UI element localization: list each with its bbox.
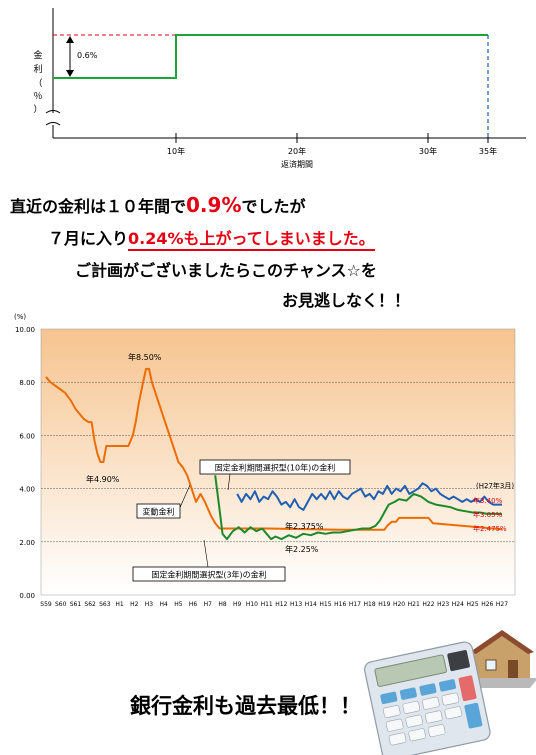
y-tick-label: 10.00 — [15, 326, 35, 334]
rate-diff-label: 0.6% — [77, 51, 98, 60]
calculator-house-illustration — [364, 630, 536, 755]
house-icon — [466, 630, 536, 688]
x-tick-label: H3 — [145, 601, 154, 608]
10yr-fixed-rate-line — [236, 482, 502, 511]
x-tick-label: H21 — [408, 601, 420, 608]
interest-rate-history-chart: 0.00 2.00 4.00 6.00 8.00 10.00 S59 S60 S61 S62 S6… — [14, 313, 516, 608]
arrow-down-icon — [66, 70, 74, 77]
annotation-mid-a: 年2.375% — [285, 521, 324, 531]
x-tick-label: H13 — [290, 601, 302, 608]
x-tick-label: H19 — [378, 601, 390, 608]
x-tick-label: 10年 — [167, 146, 185, 156]
top-y-axis-label: 金 利 （ ％ ） — [33, 49, 42, 115]
rate-step-line — [53, 34, 488, 79]
y-tick-label: 2.00 — [19, 539, 35, 547]
x-tick-label: H10 — [246, 601, 258, 608]
headline-line-4: お見逃しなく！！ — [282, 291, 411, 310]
y-tick-label: 8.00 — [19, 379, 35, 387]
headline-line-1-pre: 直近の金利は１０年間で — [10, 197, 187, 216]
x-tick-label: H9 — [233, 601, 242, 608]
x-tick-label: S61 — [70, 601, 82, 608]
x-tick-label: H18 — [364, 601, 376, 608]
svg-text:利: 利 — [33, 63, 42, 75]
x-tick-label: 35年 — [479, 146, 497, 156]
x-tick-label: H7 — [204, 601, 213, 608]
headline-line-2: ７月に入り0.24%も上がってしまいました。 — [48, 225, 375, 251]
x-tick-label: 20年 — [288, 146, 306, 156]
y-unit-label: (%) — [14, 313, 26, 321]
x-tick-label: S60 — [55, 601, 67, 608]
x-axis-label: 返済期間 — [281, 159, 313, 169]
x-tick-label: H15 — [319, 601, 331, 608]
x-tick-label: H5 — [174, 601, 183, 608]
calculator-icon — [364, 641, 491, 755]
legend-label-10yr: 固定金利期間選択型(10年)の金利 — [215, 463, 335, 473]
x-tick-label: H16 — [334, 601, 346, 608]
annotation-peak: 年8.50% — [128, 352, 162, 362]
x-tick-label: H24 — [452, 601, 464, 608]
legend-box-variable — [136, 503, 181, 519]
legend-label-variable: 変動金利 — [143, 507, 175, 517]
footer-headline: 銀行金利も過去最低！！ — [130, 694, 361, 718]
callout-line — [203, 539, 209, 568]
x-tick-label: H25 — [467, 601, 479, 608]
x-tick-label: 30年 — [419, 146, 437, 156]
svg-text:金: 金 — [33, 49, 42, 61]
x-tick-label: H27 — [496, 601, 508, 608]
legend-label-3yr: 固定金利期間選択型(3年)の金利 — [151, 570, 266, 580]
x-tick-label: H23 — [437, 601, 449, 608]
x-tick-label: S59 — [40, 601, 52, 608]
svg-text:％: ％ — [33, 91, 42, 102]
axis-break-mark — [45, 110, 61, 126]
x-tick-label: H6 — [189, 601, 198, 608]
x-tick-label: H17 — [349, 601, 361, 608]
annotation-mid-b: 年2.25% — [285, 544, 319, 554]
x-tick-label: H14 — [305, 601, 317, 608]
svg-text:）: ） — [33, 104, 42, 115]
annotation-date: (H27年3月) — [476, 481, 514, 490]
x-tick-label: H12 — [275, 601, 287, 608]
legend-box-10yr — [199, 459, 351, 475]
end-label-10yr: 年3.40% — [473, 496, 503, 505]
x-tick-label: H26 — [481, 601, 493, 608]
y-tick-label: 0.00 — [19, 592, 35, 600]
headline-rate-value: 0.9% — [186, 193, 242, 217]
x-tick-label: H11 — [261, 601, 273, 608]
x-tick-label: H22 — [422, 601, 434, 608]
headline-line-1-post: でしたが — [241, 197, 306, 216]
end-label-3yr: 年3.05% — [473, 510, 503, 519]
annotation-low: 年4.90% — [86, 474, 120, 484]
x-tick-label: S63 — [99, 601, 111, 608]
x-tick-label: H1 — [115, 601, 124, 608]
headline-line-2-pre: ７月に入り — [48, 229, 129, 248]
headline-line-1: 直近の金利は１０年間で0.9%でしたが — [10, 193, 306, 217]
legend-box-3yr — [132, 566, 286, 582]
headline-line-3: ご計画がございましたらこのチャンス☆を — [75, 261, 377, 280]
variable-rate-line — [45, 367, 503, 531]
x-tick-label: H20 — [393, 601, 405, 608]
3yr-fixed-rate-line — [214, 475, 502, 541]
x-tick-label: H2 — [130, 601, 139, 608]
y-tick-label: 6.00 — [19, 432, 35, 440]
x-tick-label: H4 — [160, 601, 169, 608]
y-tick-label: 4.00 — [19, 486, 35, 494]
arrow-up-icon — [66, 36, 74, 43]
x-tick-label: S62 — [84, 601, 96, 608]
callout-line — [227, 473, 231, 491]
headline-rate-increase: 0.24%も上がってしまいました。 — [128, 229, 375, 251]
fixed-rate-period-diagram: 0.6% 金 利 （ ％ ） 10年 20年 30年 35年 返済期間 — [33, 8, 526, 169]
end-label-variable: 年2.475% — [473, 524, 507, 533]
svg-text:（: （ — [33, 78, 42, 89]
x-tick-label: H8 — [218, 601, 227, 608]
